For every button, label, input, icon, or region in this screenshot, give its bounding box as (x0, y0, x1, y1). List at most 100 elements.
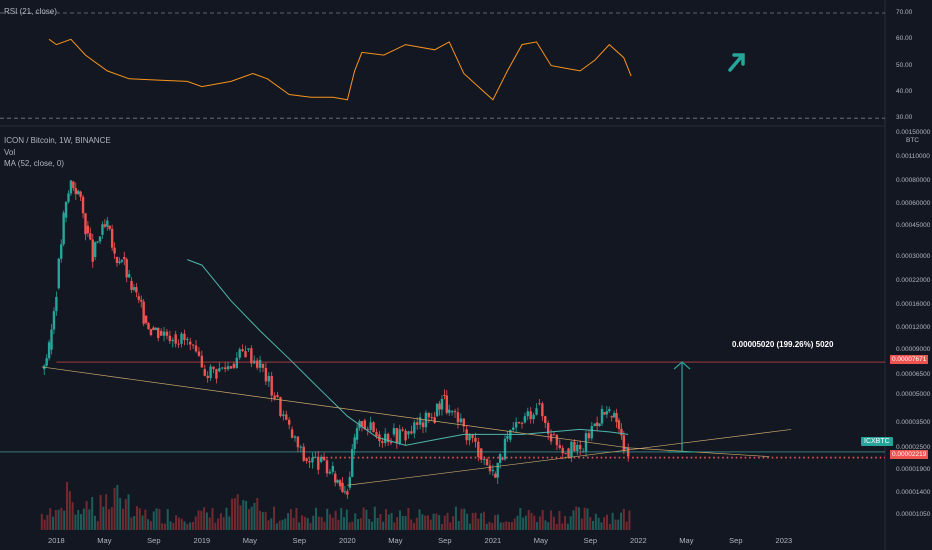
candle-body (341, 482, 344, 493)
candle-body (103, 224, 107, 227)
volume-bar (457, 520, 460, 530)
candle-body (235, 357, 238, 368)
volume-bar (205, 512, 208, 530)
volume-bar (477, 518, 480, 530)
candle-body (418, 417, 422, 425)
candle-body (282, 414, 285, 417)
candle-body (593, 423, 596, 427)
volume-bar (368, 519, 371, 530)
candle-body (351, 449, 354, 477)
candle-body (485, 459, 489, 466)
volume-bar (217, 518, 220, 530)
volume-bar (354, 513, 357, 530)
rsi-y-tick: 60.00 (896, 35, 913, 43)
volume-bar (438, 515, 441, 530)
volume-bar (275, 523, 278, 530)
volume-bar (538, 516, 541, 530)
volume-bar (340, 508, 343, 530)
candle-body (171, 339, 174, 342)
candle-body (413, 422, 416, 434)
x-tick: Sep (438, 536, 452, 545)
volume-bar (242, 499, 245, 530)
volume-bar (396, 517, 399, 530)
volume-bar (443, 515, 446, 530)
volume-bar (463, 508, 466, 530)
volume-bar (471, 512, 474, 530)
candle-body (319, 456, 323, 462)
volume-bar (533, 515, 536, 530)
candle-body (488, 465, 492, 472)
candle-body (520, 422, 524, 424)
rsi-title: RSI (21, close) (4, 7, 57, 16)
candle-body (86, 225, 90, 234)
x-tick: 2022 (630, 536, 647, 545)
candle-body (123, 257, 126, 260)
candle-body (410, 431, 413, 434)
x-tick: May (533, 536, 548, 545)
volume-bar (485, 523, 488, 530)
volume-bar (93, 515, 96, 530)
volume-bar (186, 523, 189, 530)
candle-body (348, 476, 351, 488)
volume-bar (589, 517, 592, 530)
candle-body (52, 311, 56, 330)
candle-body (603, 412, 606, 415)
candle-body (255, 360, 259, 368)
volume-bar (130, 517, 133, 530)
volume-bar (107, 509, 110, 530)
candle-body (118, 261, 121, 263)
volume-bar (499, 522, 502, 530)
candle-body (363, 420, 367, 430)
volume-bar (429, 519, 432, 530)
volume-bar (250, 506, 253, 530)
candle-body (96, 241, 99, 243)
rsi-y-tick: 30.00 (896, 114, 913, 122)
volume-bar (180, 518, 183, 530)
volume-bar (163, 523, 166, 530)
candle-body (322, 456, 326, 461)
candle-body (258, 359, 262, 368)
rsi-line (48, 38, 632, 101)
volume-bar (133, 516, 136, 530)
candle-body (494, 473, 497, 478)
candle-body (287, 419, 291, 425)
volume-bar (357, 519, 360, 530)
volume-bar (121, 508, 124, 530)
candle-body (435, 403, 439, 417)
candle-body (317, 456, 320, 470)
candle-body (331, 466, 335, 472)
volume-bar (337, 519, 340, 530)
volume-bar (454, 506, 457, 530)
volume-bar (552, 516, 555, 530)
volume-bar (359, 518, 362, 530)
x-tick: Sep (729, 536, 743, 545)
volume-bar (432, 513, 435, 530)
volume-bar (541, 509, 544, 530)
candle-body (177, 343, 180, 345)
volume-bar (527, 509, 530, 530)
candle-body (180, 333, 183, 344)
candle-body (296, 436, 300, 448)
candle-body (154, 327, 157, 331)
main-y-tick: 0.00045000 (896, 221, 931, 229)
main-y-tick: 0.00001400 (896, 489, 931, 497)
candle-body (229, 366, 233, 369)
main-y-tick: 0.00022000 (896, 276, 931, 284)
main-y-tick: 0.00080000 (896, 177, 931, 185)
candle-body (600, 408, 604, 424)
candle-body (285, 414, 288, 420)
candle-body (538, 403, 541, 405)
candle-body (564, 453, 567, 455)
candle-body (453, 411, 457, 413)
candle-body (555, 434, 559, 446)
candle-body (480, 448, 483, 460)
volume-bar (407, 508, 410, 530)
vol-label: Vol (4, 148, 16, 157)
volume-bar (606, 514, 609, 530)
volume-bar (393, 522, 396, 530)
volume-bar (331, 517, 334, 530)
volume-bar (561, 523, 564, 530)
candle-body (106, 220, 109, 227)
volume-bar (398, 510, 401, 530)
